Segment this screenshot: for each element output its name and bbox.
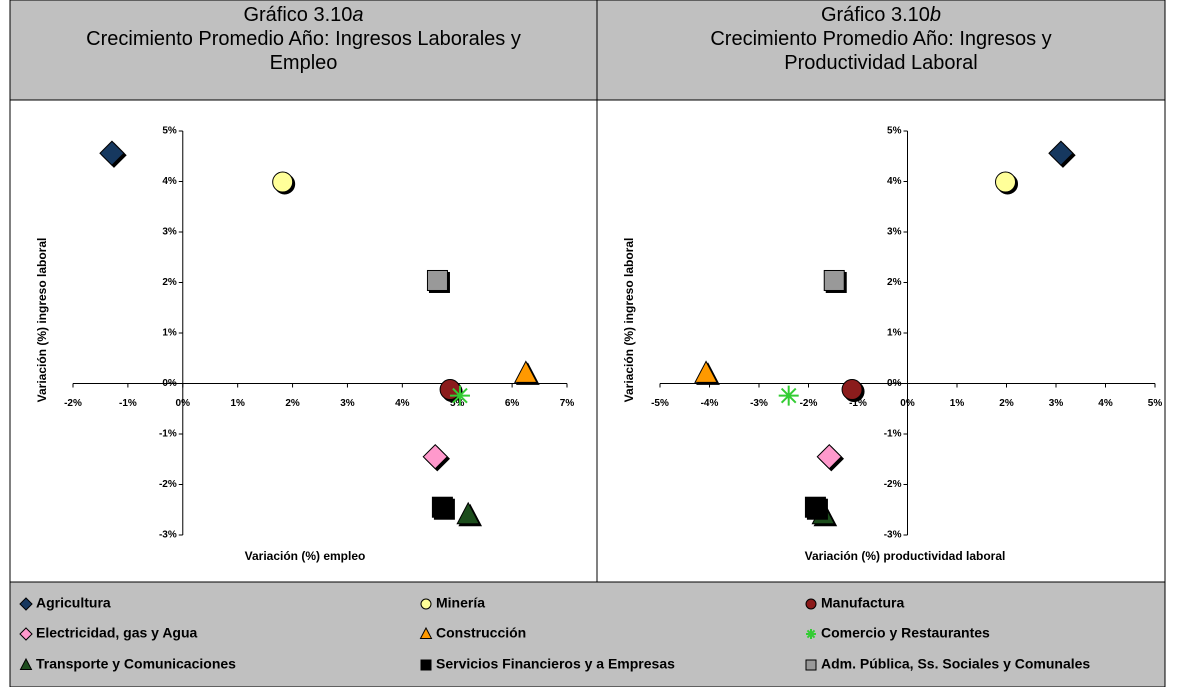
y-tick-label: -3% [884, 530, 902, 541]
y-tick-label: -2% [159, 479, 177, 490]
marker [422, 444, 448, 470]
x-tick-label: 4% [395, 398, 410, 409]
marker [995, 171, 1017, 193]
legend-marker [420, 659, 432, 671]
y-tick-label: 1% [887, 328, 902, 339]
y-tick-label: 3% [162, 227, 177, 238]
marker [449, 385, 470, 406]
x-axis-label: Variación (%) productividad laboral [805, 549, 1006, 563]
x-axis-label: Variación (%) empleo [245, 549, 366, 563]
x-tick-label: 4% [1098, 398, 1113, 409]
y-tick-label: 0% [162, 378, 177, 389]
x-tick-label: -2% [64, 398, 82, 409]
marker [272, 171, 294, 193]
y-axis-label: Variación (%) ingreso laboral [622, 238, 636, 403]
y-tick-label: -2% [884, 479, 902, 490]
x-tick-label: 1% [230, 398, 245, 409]
legend-marker [420, 598, 432, 610]
marker [99, 140, 125, 166]
figure-letter: b [929, 4, 942, 26]
legend-marker [419, 626, 433, 639]
figure-label: Gráfico 3.10b [821, 3, 941, 27]
marker [816, 444, 842, 470]
legend-label: Minería [436, 595, 485, 611]
legend-marker [806, 629, 816, 639]
marker [426, 269, 448, 291]
legend-marker [19, 627, 33, 641]
legend-label: Servicios Financieros y a Empresas [436, 656, 675, 672]
y-tick-label: -1% [159, 429, 177, 440]
y-tick-label: 2% [887, 277, 902, 288]
x-tick-label: -2% [800, 398, 818, 409]
marker [514, 360, 538, 383]
plot-band [9, 99, 1166, 583]
y-axis-label: Variación (%) ingreso laboral [35, 238, 49, 403]
x-tick-label: -4% [701, 398, 719, 409]
y-tick-label: 3% [887, 227, 902, 238]
legend-marker [805, 598, 817, 610]
legend-label: Electricidad, gas y Agua [36, 625, 198, 641]
header-a: Gráfico 3.10a Crecimiento Promedio Año: … [10, 0, 597, 100]
x-tick-label: 5% [450, 398, 465, 409]
header-b: Gráfico 3.10b Crecimiento Promedio Año: … [597, 0, 1165, 100]
x-tick-label: -1% [119, 398, 137, 409]
legend-label: Agricultura [36, 595, 111, 611]
x-tick-label: 5% [1148, 398, 1163, 409]
x-tick-label: 3% [1049, 398, 1064, 409]
chart-title: Crecimiento Promedio Año: Ingresos Labor… [86, 28, 521, 74]
marker [694, 360, 718, 383]
legend-marker [805, 659, 817, 671]
x-tick-label: 6% [505, 398, 520, 409]
y-tick-label: 4% [162, 176, 177, 187]
x-tick-label: 7% [560, 398, 575, 409]
figure-label: Gráfico 3.10a [243, 3, 363, 27]
header-band [9, 0, 1166, 101]
x-tick-label: 2% [285, 398, 300, 409]
legend-label: Transporte y Comunicaciones [36, 656, 236, 672]
legend-marker [19, 657, 33, 670]
x-tick-label: -5% [651, 398, 669, 409]
marker [841, 379, 863, 401]
marker [1048, 140, 1074, 166]
y-tick-label: 0% [887, 378, 902, 389]
legend-band [9, 581, 1166, 687]
x-tick-label: 3% [340, 398, 355, 409]
y-tick-label: 4% [887, 176, 902, 187]
y-tick-label: 1% [162, 328, 177, 339]
chart-title: Crecimiento Promedio Año: Ingresos y Pro… [710, 28, 1052, 74]
x-tick-label: -1% [849, 398, 867, 409]
x-tick-label: 0% [900, 398, 915, 409]
y-tick-label: 5% [887, 126, 902, 137]
marker [456, 501, 481, 525]
x-tick-label: 2% [999, 398, 1014, 409]
legend-label: Manufactura [821, 595, 904, 611]
figure-letter: a [352, 4, 364, 26]
marker [778, 385, 799, 406]
marker [431, 496, 453, 518]
legend-label: Adm. Pública, Ss. Sociales y Comunales [821, 656, 1090, 672]
y-tick-label: 2% [162, 277, 177, 288]
x-tick-label: 0% [176, 398, 191, 409]
figure: Gráfico 3.10 [820, 4, 930, 26]
legend-label: Comercio y Restaurantes [821, 625, 990, 641]
legend-label: Construcción [436, 625, 526, 641]
figure: Gráfico 3.10 [243, 4, 353, 26]
x-tick-label: -3% [750, 398, 768, 409]
marker [804, 496, 826, 518]
marker [823, 269, 845, 291]
legend-marker [19, 597, 33, 611]
y-tick-label: -1% [884, 429, 902, 440]
y-tick-label: -3% [159, 530, 177, 541]
y-tick-label: 5% [162, 126, 177, 137]
x-tick-label: 1% [950, 398, 965, 409]
